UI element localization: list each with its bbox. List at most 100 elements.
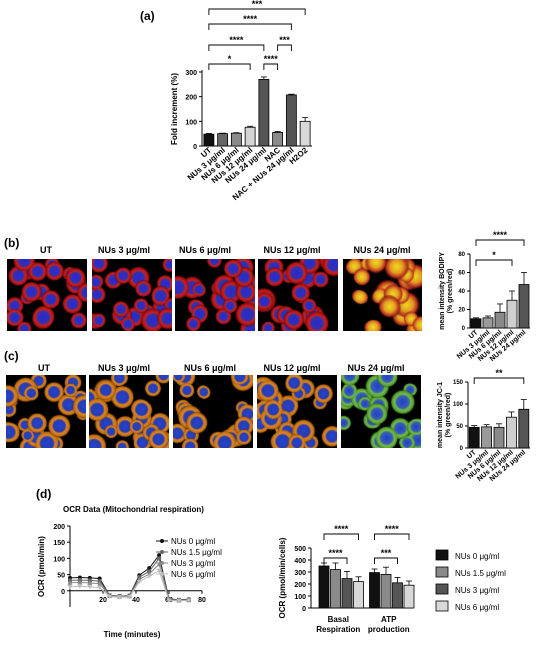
data-point [156,561,162,567]
y-axis-label: OCR (pmol/min) [37,536,46,597]
significance-bracket [277,44,292,51]
significance-label: ** [495,368,503,378]
micrograph [173,375,253,448]
micrograph [6,375,86,448]
data-point [87,580,93,586]
y-tick-label: 50 [57,573,65,580]
y-axis-label: mean intensity JC-1(% green/red) [437,382,452,448]
micrograph-title-b: NUs 24 μg/ml [353,245,410,255]
panel-label-a: (a) [140,9,155,23]
data-point [87,584,93,590]
data-point [147,566,152,571]
bar [330,569,341,609]
legend-swatch [435,583,449,595]
y-tick-label: 200 [185,95,197,102]
bar [380,574,392,609]
legend-label: NUs 0 μg/ml [171,537,215,546]
x-tick-label: 20 [99,597,107,604]
significance-label: **** [493,230,508,240]
data-point [146,574,152,579]
x-tick-label: 40 [132,597,140,604]
y-tick-label: 0 [460,446,464,452]
y-tick-label: 150 [53,540,65,547]
bar [392,582,403,609]
significance-bracket [323,557,348,564]
bar [403,584,415,609]
data-point [67,580,73,585]
y-tick-label: 20 [458,308,465,314]
significance-bracket [208,8,306,15]
bar [506,299,518,329]
data-point [166,598,172,604]
micrograph [341,375,421,448]
significance-bracket [208,23,292,30]
legend-label: NUs 3 μg/ml [171,559,215,568]
significance-label: * [228,54,232,64]
chart-d-bar: 0 100 200 300 400 500 OCR (pmol/min/cells) Basa… [278,524,506,634]
data-point [176,598,182,604]
significance-bracket [323,533,359,540]
y-tick-label: 100 [294,594,306,601]
legend-label: NUs 1.5 μg/ml [455,569,506,578]
chart-d-line: OCR Data (Mitochondrial respiration) 0 50 1… [37,505,222,639]
micrograph-title-c: NUs 24 μg/ml [347,363,404,373]
y-tick-label: 300 [294,570,306,577]
significance-bracket [475,259,513,266]
y-tick-label: 0 [193,144,197,151]
data-point [157,553,162,558]
legend-swatch [435,600,449,612]
significance-label: *** [381,548,392,558]
bar [272,132,284,147]
micrograph-title-c: NUs 6 μg/ml [184,363,236,373]
legend-label: NUs 6 μg/ml [455,603,499,612]
significance-bracket [208,63,251,70]
bar [518,284,530,329]
y-axis-label: mean intensity BODIPY(% green/red) [439,252,454,330]
y-axis-label: Fold increment (%) [170,73,179,145]
bar [258,79,270,147]
legend-marker [160,561,164,565]
bar [494,311,506,329]
significance-label: **** [385,524,400,534]
bar [470,318,482,329]
micrograph-title-c: UT [38,363,50,373]
significance-label: **** [334,524,349,534]
significance-bracket [374,557,398,564]
y-tick-label: 0 [61,589,65,596]
legend-label: NUs 6 μg/ml [171,570,215,579]
y-tick-label: 60 [458,271,465,277]
data-point [67,584,73,590]
data-point [107,594,113,600]
y-tick-label: 50 [456,424,463,430]
bar [217,133,229,147]
micrograph-title-b: NUs 6 μg/ml [179,245,231,255]
chart-title: OCR Data (Mitochondrial respiration) [63,505,204,514]
micrograph [7,259,87,331]
bar [299,120,311,147]
micrograph-title-b: UT [40,245,52,255]
significance-bracket [473,377,525,384]
y-tick-label: 200 [294,582,306,589]
significance-bracket [475,239,525,246]
significance-label: **** [328,548,343,558]
y-tick-label: 40 [458,289,465,295]
category-label: Basal Respiration [316,615,360,634]
micrograph [175,259,255,331]
significance-bracket [208,44,265,51]
micrograph [89,375,169,448]
data-point [136,579,142,585]
bar [230,132,242,147]
significance-bracket [374,533,410,540]
significance-bracket [263,63,279,70]
x-axis-label: Time (minutes) [104,630,161,639]
bar [493,426,505,449]
y-tick-label: 150 [453,380,464,386]
bar [244,126,256,147]
significance-label: * [492,250,496,260]
y-tick-label: 80 [458,252,465,258]
legend-marker [160,539,164,543]
legend-label: NUs 0 μg/ml [455,552,499,561]
bar [481,426,493,449]
